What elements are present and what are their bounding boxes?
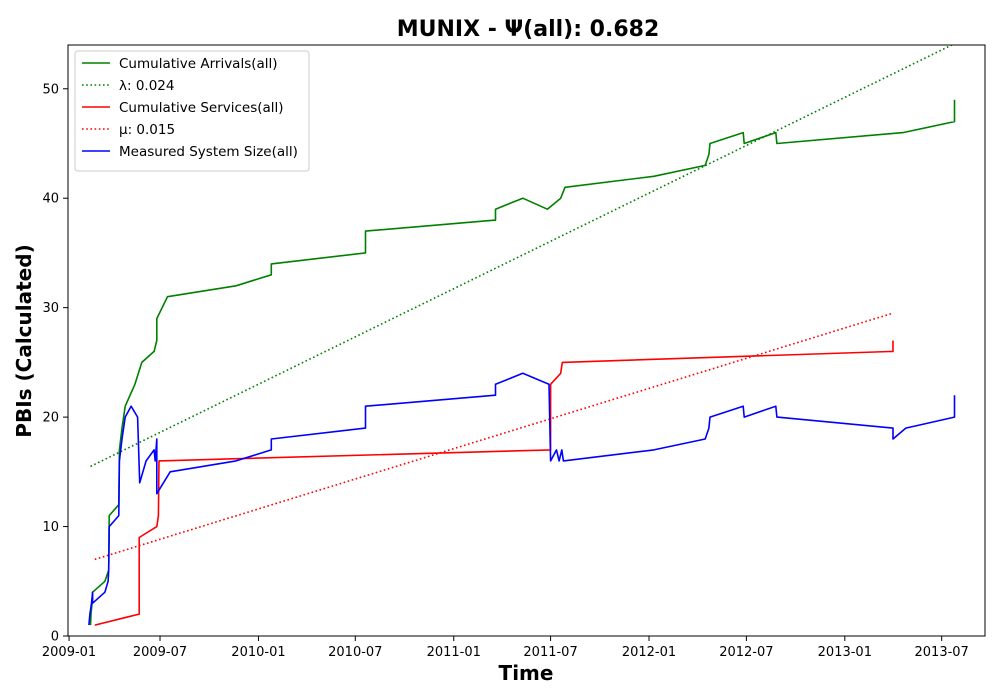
x-tick-label: 2011-01 bbox=[427, 645, 481, 660]
series-line-cumulative-arrivals-all bbox=[89, 99, 956, 626]
legend-label: Cumulative Arrivals(all) bbox=[119, 56, 278, 72]
plot-frame bbox=[67, 44, 986, 637]
x-tick-label: 2011-07 bbox=[523, 645, 577, 660]
legend-label: Measured System Size(all) bbox=[119, 144, 298, 160]
y-tick-label: 50 bbox=[42, 82, 59, 97]
y-tick-label: 20 bbox=[42, 411, 59, 426]
y-tick-label: 0 bbox=[51, 630, 59, 645]
x-tick-label: 2012-01 bbox=[622, 645, 676, 660]
x-tick-label: 2013-01 bbox=[818, 645, 872, 660]
x-tick-label: 2010-07 bbox=[328, 645, 382, 660]
y-axis-label: PBIs (Calculated) bbox=[12, 244, 36, 437]
chart-title: MUNIX - Ψ(all): 0.682 bbox=[397, 17, 660, 42]
x-tick-label: 2013-07 bbox=[915, 645, 969, 660]
ticks-layer: 2009-01 2009-07 2010-01 2010-07 2011-01 2011-… bbox=[42, 82, 969, 660]
series-line-0-024 bbox=[90, 45, 953, 468]
legend-label: μ: 0.015 bbox=[119, 122, 175, 138]
legend-frame bbox=[74, 50, 310, 172]
y-tick-label: 40 bbox=[42, 192, 59, 207]
x-axis-label: Time bbox=[499, 661, 554, 685]
legend: Cumulative Arrivals(all) λ: 0.024 Cumulati… bbox=[74, 50, 310, 172]
x-tick-label: 2009-01 bbox=[42, 645, 96, 660]
series-line-0-015 bbox=[94, 312, 894, 561]
y-tick-label: 30 bbox=[42, 301, 59, 316]
series-line-cumulative-services-all bbox=[94, 340, 894, 626]
x-tick-label: 2012-07 bbox=[719, 645, 773, 660]
legend-label: λ: 0.024 bbox=[119, 78, 174, 94]
series-line-measured-system-size-all bbox=[88, 372, 956, 626]
legend-label: Cumulative Services(all) bbox=[119, 100, 284, 116]
x-tick-label: 2010-01 bbox=[231, 645, 285, 660]
series-layer bbox=[88, 45, 956, 626]
y-tick-label: 10 bbox=[42, 520, 59, 535]
x-tick-label: 2009-07 bbox=[133, 645, 187, 660]
